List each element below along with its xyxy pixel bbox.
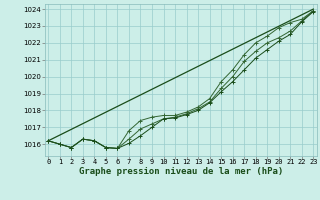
- X-axis label: Graphe pression niveau de la mer (hPa): Graphe pression niveau de la mer (hPa): [79, 167, 283, 176]
